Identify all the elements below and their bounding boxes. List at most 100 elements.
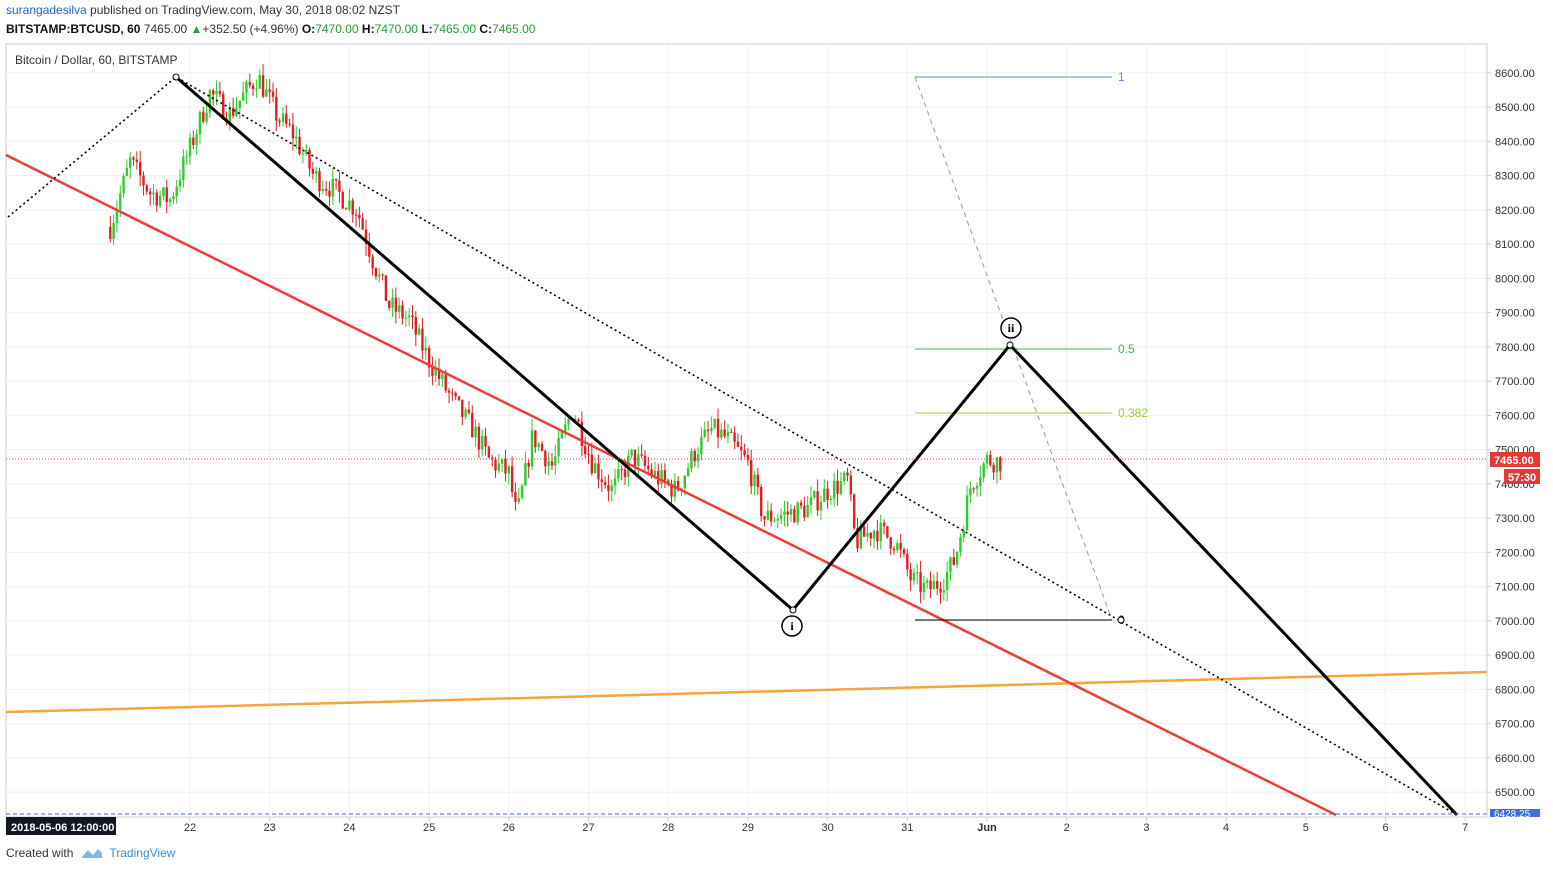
candle-body	[816, 491, 819, 511]
x-tick-label: 30	[821, 822, 833, 834]
y-tick-label: 7700.00	[1495, 376, 1535, 388]
candle-body	[836, 480, 839, 494]
x-tick-label: 24	[343, 822, 355, 834]
candle-body	[530, 430, 534, 467]
candle-body	[696, 454, 700, 462]
candle-body	[935, 581, 939, 589]
candle-body	[710, 427, 713, 432]
candle-body	[341, 191, 344, 209]
candle-body	[222, 93, 225, 119]
fib-level-label: 1	[1118, 70, 1125, 84]
price-axis[interactable]: 8600.00 8500.00 8400.00 8300.00 8200.00 8100.…	[1487, 68, 1535, 799]
candle-body	[351, 200, 354, 215]
candle-body	[314, 171, 318, 174]
candle-body	[723, 429, 726, 437]
candle-body	[756, 474, 760, 488]
candle-body	[653, 470, 657, 476]
candle-body	[766, 510, 770, 520]
candle-body	[999, 457, 1002, 472]
candle-body	[109, 226, 112, 239]
candle-body	[637, 454, 640, 467]
candle-body	[407, 315, 411, 318]
author-link[interactable]: surangadesilva	[6, 3, 87, 17]
candle-body	[324, 189, 328, 191]
x-tick-label: 6	[1382, 822, 1388, 834]
candle-body	[896, 543, 899, 551]
candle-body	[228, 108, 232, 123]
candle-body	[736, 441, 740, 447]
candle-body	[129, 157, 132, 168]
y-tick-label: 7600.00	[1495, 410, 1535, 422]
candle-body	[481, 436, 484, 450]
crosshair-date-text: 2018-05-06 12:00:00	[11, 822, 114, 834]
candle-body	[321, 189, 325, 192]
red-trendline	[5, 153, 1337, 817]
candle-body	[916, 572, 919, 574]
price-tags: 7465.00 57:30 6428.25	[1490, 452, 1540, 820]
symbol-name: BITSTAMP:BTCUSD, 60	[6, 22, 141, 36]
candle-body	[799, 502, 803, 506]
created-with-text: Created with	[6, 846, 74, 860]
y-tick-label: 7000.00	[1495, 616, 1535, 628]
candle-body	[447, 390, 451, 393]
candle-body	[514, 492, 517, 502]
candle-body	[291, 124, 295, 139]
candle-body	[238, 100, 242, 108]
plot-area[interactable]	[5, 43, 1488, 818]
candle-body	[431, 367, 434, 376]
candle-body	[155, 192, 158, 206]
candle-body	[849, 475, 853, 495]
candle-body	[261, 75, 265, 97]
orange-trendline	[5, 670, 1488, 714]
candle-body	[404, 317, 408, 319]
candle-body	[125, 167, 129, 176]
candle-body	[231, 108, 235, 116]
candle-body	[265, 89, 268, 97]
candle-body	[384, 275, 388, 301]
tradingview-logo-icon	[82, 849, 103, 858]
candle-body	[122, 175, 125, 194]
candle-body	[251, 85, 255, 90]
candle-body	[441, 374, 444, 380]
candle-body	[603, 482, 607, 486]
published-text: published on TradingView.com, May 30, 20…	[86, 3, 401, 17]
candle-body	[271, 91, 275, 97]
x-tick-label: 23	[264, 822, 276, 834]
candle-body	[839, 481, 843, 494]
candle-body	[753, 474, 756, 487]
candle-body	[899, 543, 902, 550]
candle-body	[411, 315, 414, 318]
tradingview-link[interactable]: TradingView	[109, 846, 176, 860]
candle-body	[554, 456, 557, 466]
candle-body	[846, 472, 849, 476]
candle-body	[564, 424, 567, 433]
chart-title: Bitcoin / Dollar, 60, BITSTAMP	[15, 53, 178, 67]
candle-body	[305, 149, 308, 154]
candle-body	[740, 446, 743, 451]
change-arrow-icon: ▲	[190, 22, 203, 36]
candle-body	[856, 527, 859, 549]
candle-body	[690, 451, 693, 469]
candle-body	[185, 156, 188, 158]
candle-body	[464, 409, 467, 417]
candle-body	[667, 480, 670, 484]
candle-body	[195, 133, 198, 145]
candle-body	[198, 111, 202, 134]
candle-body	[952, 557, 955, 565]
candle-body	[852, 494, 856, 528]
candle-body	[281, 113, 285, 122]
candle-body	[368, 244, 371, 257]
candle-body	[746, 455, 750, 461]
candle-body	[786, 511, 789, 515]
candle-body	[427, 347, 431, 368]
x-tick-label: 28	[662, 822, 674, 834]
y-tick-label: 7100.00	[1495, 582, 1535, 594]
close-label: C:	[479, 22, 493, 36]
candle-body	[926, 580, 929, 583]
time-axis[interactable]: 22 23 24 25 26 27 28 29 30 31 Jun 2 3 4 5 6 7	[184, 817, 1468, 834]
candle-body	[922, 582, 926, 593]
candle-body	[361, 218, 364, 230]
candle-body	[567, 419, 570, 425]
candle-body	[992, 464, 995, 473]
